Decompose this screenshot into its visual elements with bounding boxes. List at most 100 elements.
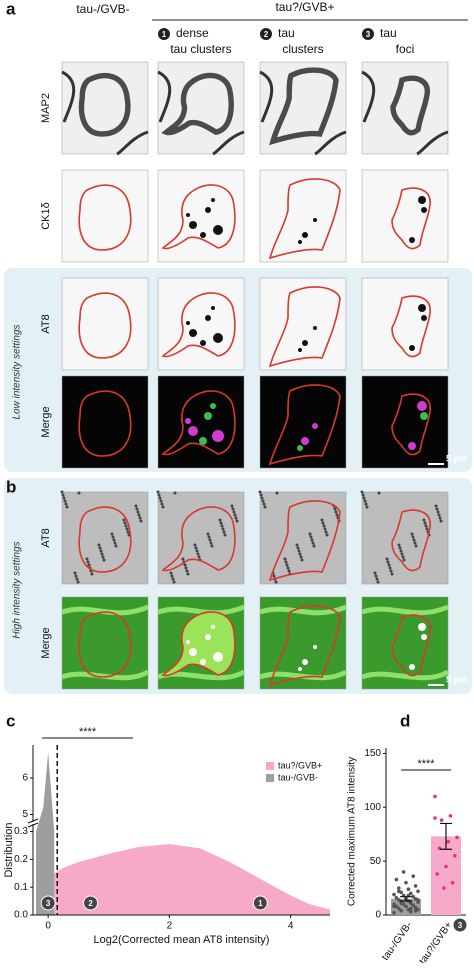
speckle: [438, 514, 441, 517]
speckle: [66, 506, 69, 509]
x-tick-label: tau?/GVB+: [417, 920, 454, 963]
micrograph: [158, 170, 244, 262]
speckle: [186, 570, 189, 573]
speckle: [98, 544, 101, 547]
image-bg: [62, 278, 148, 370]
speckle: [284, 558, 287, 561]
panel-label: b: [6, 477, 16, 496]
puncta: [186, 213, 190, 217]
puncta: [421, 634, 427, 640]
speckle: [399, 547, 402, 550]
speckle: [160, 500, 163, 503]
data-point: [416, 898, 420, 902]
speckle: [364, 500, 367, 503]
data-point: [449, 814, 453, 818]
speckle: [262, 500, 265, 503]
panel-label: c: [6, 711, 15, 730]
micrograph: [260, 278, 346, 370]
puncta: [213, 333, 223, 343]
speckle: [325, 531, 328, 534]
side-label: Low intensity settings: [12, 324, 23, 419]
data-point: [402, 870, 406, 874]
speckle: [87, 561, 90, 564]
speckle: [425, 525, 428, 528]
speckle: [297, 547, 300, 550]
speckle: [173, 581, 176, 584]
data-point: [411, 874, 415, 878]
speckle: [413, 539, 416, 542]
marker-label: 3: [458, 921, 463, 930]
speckle: [264, 506, 267, 509]
data-point: [442, 886, 446, 890]
speckle: [76, 578, 79, 581]
speckle: [440, 520, 443, 523]
puncta: [186, 640, 190, 644]
marker-label: 3: [46, 899, 51, 908]
speckle: [234, 514, 237, 517]
speckle: [261, 497, 264, 500]
puncta: [313, 218, 317, 222]
number-label: 2: [264, 30, 269, 39]
y-tick-label: 0.0: [14, 910, 28, 921]
speckle: [125, 525, 128, 528]
puncta: [298, 348, 302, 352]
speckle: [402, 556, 405, 559]
micrograph: [62, 278, 148, 370]
speckle: [74, 572, 77, 575]
micrograph: [361, 491, 449, 585]
puncta: [211, 625, 215, 629]
speckle: [77, 581, 80, 584]
speckle: [366, 506, 369, 509]
puncta: [421, 207, 427, 213]
number-label: 3: [366, 30, 371, 39]
speckle: [326, 534, 329, 537]
puncta: [189, 648, 197, 656]
marker-label: 1: [258, 899, 263, 908]
puncta: [409, 237, 415, 243]
puncta: [408, 442, 416, 450]
speckle: [414, 542, 417, 545]
panel-label: d: [400, 711, 410, 730]
speckle: [400, 550, 403, 553]
data-point: [433, 795, 437, 799]
puncta: [200, 340, 206, 346]
x-axis-label: Log2(Corrected mean AT8 intensity): [94, 934, 270, 946]
speckle: [313, 545, 316, 548]
speckle: [236, 520, 239, 523]
speckle: [100, 550, 103, 553]
speckle: [334, 508, 337, 511]
puncta: [205, 634, 211, 640]
speckle: [391, 573, 394, 576]
row-label: CK1δ: [40, 202, 52, 230]
speckle: [309, 533, 312, 536]
speckle: [65, 503, 68, 506]
speckle: [260, 494, 263, 497]
image-bg: [62, 170, 148, 262]
micrograph: [62, 597, 148, 689]
speckle: [437, 511, 440, 514]
speckle: [91, 573, 94, 576]
speckle: [99, 547, 102, 550]
number-label: 1: [162, 30, 167, 39]
speckle: [220, 522, 223, 525]
puncta: [205, 315, 211, 321]
data-point: [404, 881, 408, 885]
micrograph: [158, 278, 244, 370]
image-bg: [362, 376, 448, 468]
speckle: [159, 497, 162, 500]
speckle: [259, 491, 262, 494]
speckle: [157, 491, 160, 494]
speckle: [197, 553, 200, 556]
puncta: [211, 306, 215, 310]
speckle: [312, 542, 315, 545]
speckle: [411, 533, 414, 536]
micrograph: [158, 62, 244, 154]
speckle: [172, 578, 175, 581]
speckle: [171, 575, 174, 578]
data-point: [399, 901, 403, 905]
speckle: [161, 503, 164, 506]
legend-swatch: [266, 762, 274, 770]
speckle: [388, 564, 391, 567]
speckle: [137, 511, 140, 514]
row-label: MAP2: [40, 93, 52, 123]
